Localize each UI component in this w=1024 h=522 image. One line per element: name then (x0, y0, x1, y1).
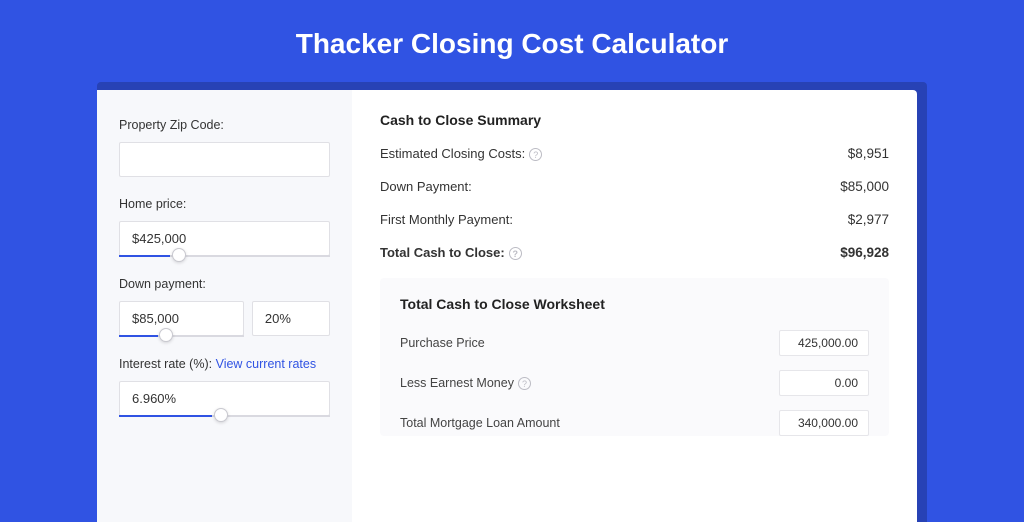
view-rates-link[interactable]: View current rates (216, 357, 317, 371)
home-price-input[interactable] (119, 221, 330, 256)
home-price-label: Home price: (119, 197, 330, 211)
down-payment-field: Down payment: (119, 277, 330, 337)
worksheet-title: Total Cash to Close Worksheet (400, 296, 869, 312)
interest-rate-label-text: Interest rate (%): (119, 357, 212, 371)
slider-thumb[interactable] (159, 328, 173, 342)
worksheet-row: Purchase Price 425,000.00 (400, 330, 869, 356)
summary-row: Down Payment: $85,000 (380, 179, 889, 194)
summary-row-label: First Monthly Payment: (380, 212, 513, 227)
worksheet-row-label: Purchase Price (400, 336, 485, 350)
summary-row: Total Cash to Close:? $96,928 (380, 245, 889, 260)
input-panel: Property Zip Code: Home price: Down paym… (97, 90, 352, 522)
summary-row-value: $85,000 (840, 179, 889, 194)
interest-rate-slider[interactable] (119, 415, 330, 417)
zip-field: Property Zip Code: (119, 118, 330, 177)
home-price-slider[interactable] (119, 255, 330, 257)
down-payment-pct-input[interactable] (252, 301, 330, 336)
page-title: Thacker Closing Cost Calculator (0, 0, 1024, 82)
help-icon[interactable]: ? (518, 377, 531, 390)
interest-rate-field: Interest rate (%): View current rates (119, 357, 330, 417)
summary-row-label: Estimated Closing Costs:? (380, 146, 542, 161)
worksheet-row-value: 425,000.00 (779, 330, 869, 356)
summary-row: First Monthly Payment: $2,977 (380, 212, 889, 227)
zip-input[interactable] (119, 142, 330, 177)
summary-row-value: $2,977 (848, 212, 889, 227)
summary-row-label: Total Cash to Close:? (380, 245, 522, 260)
slider-thumb[interactable] (214, 408, 228, 422)
calculator-card: Property Zip Code: Home price: Down paym… (97, 90, 917, 522)
help-icon[interactable]: ? (509, 247, 522, 260)
slider-thumb[interactable] (172, 248, 186, 262)
worksheet-row: Total Mortgage Loan Amount 340,000.00 (400, 410, 869, 436)
down-payment-amount-input[interactable] (119, 301, 244, 336)
worksheet-section: Total Cash to Close Worksheet Purchase P… (380, 278, 889, 436)
summary-row-value: $8,951 (848, 146, 889, 161)
zip-label: Property Zip Code: (119, 118, 330, 132)
worksheet-row: Less Earnest Money? 0.00 (400, 370, 869, 396)
down-payment-label: Down payment: (119, 277, 330, 291)
card-shadow: Property Zip Code: Home price: Down paym… (97, 82, 927, 522)
interest-rate-label: Interest rate (%): View current rates (119, 357, 330, 371)
help-icon[interactable]: ? (529, 148, 542, 161)
summary-title: Cash to Close Summary (380, 112, 889, 128)
summary-panel: Cash to Close Summary Estimated Closing … (352, 90, 917, 522)
worksheet-row-value: 0.00 (779, 370, 869, 396)
down-payment-slider[interactable] (119, 335, 244, 337)
summary-row-value: $96,928 (840, 245, 889, 260)
home-price-field: Home price: (119, 197, 330, 257)
worksheet-row-label: Total Mortgage Loan Amount (400, 416, 560, 430)
summary-row: Estimated Closing Costs:? $8,951 (380, 146, 889, 161)
worksheet-row-label: Less Earnest Money? (400, 376, 531, 390)
worksheet-row-value: 340,000.00 (779, 410, 869, 436)
summary-row-label: Down Payment: (380, 179, 472, 194)
